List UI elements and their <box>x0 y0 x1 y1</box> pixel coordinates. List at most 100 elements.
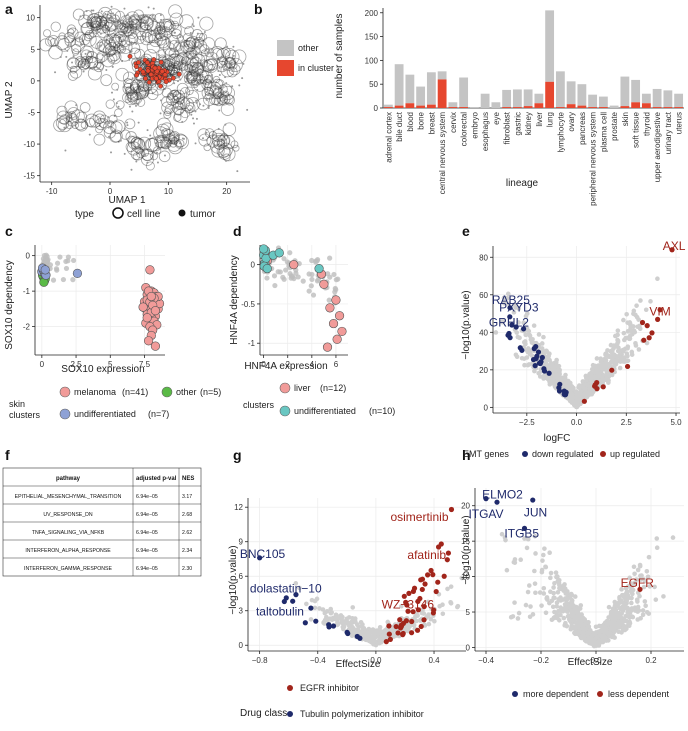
h-background-point <box>525 589 531 595</box>
g-annotation-label: osimertinib <box>390 510 448 524</box>
panel-label-a: a <box>5 1 13 17</box>
e-down-point <box>519 347 525 353</box>
c-background-point <box>53 266 60 272</box>
h-background-point <box>653 597 659 602</box>
a-tumor-point <box>169 66 172 69</box>
a-tumor-point <box>146 20 149 23</box>
h-background-point <box>640 612 646 618</box>
a-tumor-point <box>110 5 113 8</box>
a-tumor-point <box>105 29 108 32</box>
g-background-point <box>333 612 339 618</box>
a-cell-line-point <box>179 107 191 119</box>
a-cell-line-point <box>173 105 184 116</box>
a-cell-line-point <box>136 35 145 44</box>
b-ytick-label: 150 <box>365 33 379 42</box>
a-cell-line-point <box>176 34 184 42</box>
a-cell-line-point <box>199 33 208 42</box>
a-cell-line-point <box>154 33 167 46</box>
c-melanoma-point <box>138 302 148 312</box>
h-background-point <box>512 557 518 562</box>
d-background-point <box>310 292 317 298</box>
a-tumor-point <box>195 101 198 104</box>
a-tumor-point <box>176 80 179 83</box>
a-ytick-label: -5 <box>28 108 36 117</box>
g-up-point <box>386 631 392 637</box>
a-cell-line-point <box>224 49 240 65</box>
e-down-point <box>509 322 515 328</box>
b-bar-other <box>491 102 501 108</box>
e-background-point <box>655 276 660 282</box>
g-background-point <box>348 620 354 625</box>
a-cell-line-point <box>168 132 180 143</box>
e-up-point <box>649 330 655 336</box>
d-background-point <box>308 283 314 289</box>
a-tumor-point <box>149 148 152 151</box>
a-cell-line-point <box>166 62 180 76</box>
a-tumor-point <box>66 116 69 119</box>
g-background-point <box>324 609 330 614</box>
a-cell-line-point <box>197 128 210 141</box>
g-background-point <box>455 604 460 610</box>
b-category-label: lung <box>546 112 555 127</box>
h-background-point <box>661 594 666 599</box>
h-background-point <box>642 599 648 604</box>
h-background-point <box>532 581 538 586</box>
a-tumor-point <box>196 89 199 92</box>
h-ytick-label: 0 <box>466 643 471 652</box>
a-cell-line-point <box>57 118 72 133</box>
a-cell-line-point <box>67 107 80 120</box>
a-cell-line-point <box>90 23 102 34</box>
e-background-point <box>521 339 527 345</box>
a-in-cluster-point <box>144 60 150 65</box>
a-cell-line-point <box>147 136 163 152</box>
a-cell-line-point <box>96 62 104 71</box>
panel-c-sox10: SOX10 expression SOX10 dependency skin c… <box>4 245 221 420</box>
a-tumor-point <box>181 120 184 123</box>
a-cell-line-point <box>211 95 221 106</box>
h-background-point <box>646 611 652 616</box>
a-tumor-point <box>130 21 133 24</box>
a-cell-line-point <box>129 26 137 34</box>
a-tumor-point <box>72 38 75 41</box>
a-tumor-point <box>111 12 114 15</box>
panel-label-b: b <box>254 1 263 17</box>
a-cell-line-point <box>49 38 58 47</box>
a-cell-line-point <box>126 141 141 156</box>
a-cell-line-point <box>208 93 221 106</box>
a-cell-line-point <box>67 57 79 69</box>
a-tumor-point <box>64 149 67 152</box>
g-up-point <box>411 585 418 591</box>
a-tumor-point <box>92 9 95 12</box>
h-background-point <box>543 610 549 616</box>
b-category-label: ovary <box>567 112 576 132</box>
a-tumor-point <box>169 101 172 104</box>
c-melanoma-point <box>150 306 161 316</box>
e-background-point <box>515 334 521 340</box>
f-cell: 2.30 <box>182 566 192 572</box>
b-category-label: cervix <box>449 112 458 133</box>
a-tumor-point <box>219 156 222 159</box>
e-background-point <box>500 318 505 324</box>
g-annotation-label: BNC105 <box>240 547 286 561</box>
a-cell-line-point <box>188 65 197 73</box>
h-background-point <box>569 623 574 629</box>
a-tumor-point <box>176 106 179 109</box>
a-cell-line-point <box>162 18 175 30</box>
e-background-point <box>643 307 649 313</box>
b-bar-other <box>480 93 490 108</box>
a-tumor-point <box>112 19 115 22</box>
g-up-point <box>435 579 441 585</box>
g-down-point <box>308 605 314 611</box>
a-tumor-point <box>129 84 132 87</box>
a-cell-line-point <box>171 28 182 39</box>
g-up-point <box>448 506 455 513</box>
d-background-point <box>333 277 339 283</box>
a-cell-line-point <box>184 37 197 50</box>
h-background-point <box>613 623 618 629</box>
a-tumor-point <box>195 117 198 120</box>
b-category-label: adrenal cortex <box>384 112 393 163</box>
g-background-point <box>346 615 352 620</box>
a-cell-line-point <box>136 30 147 41</box>
a-tumor-point <box>69 114 72 117</box>
g-background-point <box>425 599 431 605</box>
